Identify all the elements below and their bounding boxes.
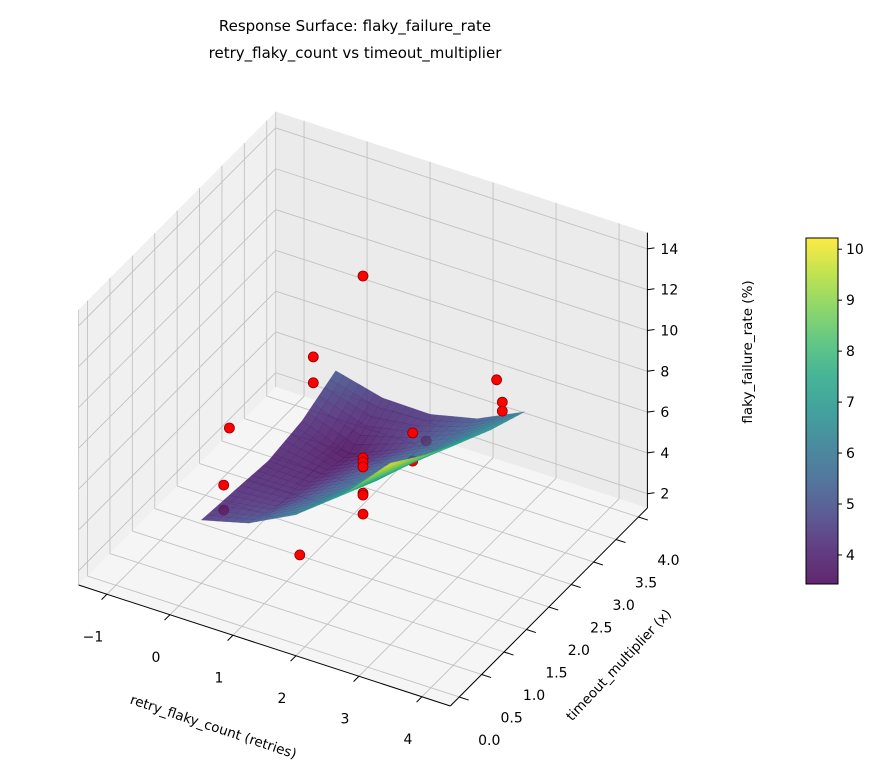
left-gridline-z: [78, 168, 277, 368]
y-tick-label: 0.5: [501, 710, 523, 726]
x-tick-label: 1: [214, 670, 223, 686]
data-point: [307, 377, 319, 389]
y-tick-label: 1.5: [545, 665, 567, 681]
chart-title-line2: retry_flaky_count vs timeout_multiplier: [209, 44, 503, 63]
left-gridline-z: [78, 127, 277, 327]
colorbar-ticks: 4 5 6 7 8 9 10: [838, 242, 864, 564]
x-tick-mark: [416, 696, 423, 703]
colorbar-tick-label: 10: [846, 242, 864, 258]
y-tick-label: 3.5: [635, 575, 657, 591]
y-tick-mark: [548, 606, 559, 611]
z-tick-label: 10: [660, 323, 678, 339]
x-axis-line: [78, 584, 451, 707]
left-gridline-z: [78, 250, 277, 449]
chart-title-line1: Response Surface: flaky_failure_rate: [219, 17, 491, 36]
data-point: [357, 461, 369, 473]
floor-gridline-y: [132, 530, 505, 653]
z-axis-ticks: 2 4 6 8 10 12 14: [647, 242, 678, 503]
floor-gridline-y: [154, 508, 527, 630]
floor-gridline-y: [87, 575, 460, 698]
colorbar-tick-label: 4: [846, 548, 855, 564]
scatter-points-above-surface: [218, 270, 508, 491]
back-gridline-z: [275, 249, 648, 372]
data-point: [407, 427, 419, 439]
left-gridline-z: [78, 372, 277, 572]
y-tick-mark: [593, 561, 604, 566]
back-gridline-z: [275, 331, 648, 454]
y-tick-mark: [638, 516, 649, 521]
response-surface: [200, 370, 525, 524]
z-tick-mark: [647, 329, 655, 331]
x-axis-label: retry_flaky_count (retries): [128, 692, 298, 763]
x-axis-ticks: −1 0 1 2 3 4: [83, 593, 423, 748]
y-axis-label: timeout_multiplier (x): [563, 606, 675, 724]
back-gridline-z: [275, 168, 648, 291]
x-tick-label: 0: [151, 650, 160, 666]
left-gridline-z: [78, 290, 277, 490]
z-tick-mark: [647, 451, 655, 454]
data-point: [307, 351, 319, 363]
z-tick-mark: [647, 410, 655, 413]
z-tick-label: 2: [660, 487, 669, 503]
x-tick-label: 3: [340, 711, 349, 727]
x-tick-mark: [227, 634, 234, 642]
z-tick-mark: [647, 369, 655, 372]
y-tick-label: 4.0: [657, 553, 679, 569]
surface-patch: [382, 461, 397, 469]
colorbar-gradient: [805, 237, 839, 585]
data-point: [223, 422, 235, 434]
x-tick-label: 2: [277, 691, 286, 707]
data-point: [491, 374, 503, 386]
x-tick-label: −1: [83, 629, 104, 645]
z-tick-mark: [647, 492, 655, 495]
data-point: [357, 270, 369, 282]
x-tick-label: 4: [403, 732, 412, 748]
z-tick-mark: [647, 247, 655, 250]
y-tick-label: 3.0: [613, 598, 635, 614]
x-tick-mark: [101, 593, 108, 601]
y-tick-label: 2.5: [590, 620, 612, 636]
colorbar-tick-label: 8: [846, 344, 855, 360]
data-point: [357, 489, 369, 501]
left-gridline-z: [78, 209, 277, 408]
y-tick-label: 0.0: [478, 733, 500, 749]
y-tick-mark: [459, 696, 469, 701]
floor-gridline-y: [109, 553, 482, 675]
data-point: [357, 508, 369, 520]
colorbar-tick-label: 7: [846, 395, 855, 411]
back-gridline-z: [275, 127, 648, 250]
y-tick-mark: [571, 583, 581, 589]
y-axis-ticks: 0.00.51.01.52.02.53.03.54.0: [459, 516, 680, 749]
z-tick-label: 14: [660, 242, 678, 258]
z-axis-label: flaky_failure_rate (%): [740, 280, 756, 423]
y-tick-mark: [526, 628, 537, 634]
z-tick-label: 8: [660, 364, 669, 380]
z-tick-label: 4: [660, 446, 669, 462]
left-gridline-z: [78, 331, 277, 531]
y-tick-label: 1.0: [523, 688, 545, 704]
colorbar: 4 5 6 7 8 9 10: [805, 237, 864, 585]
back-gridline-z: [275, 209, 648, 331]
colorbar-tick-label: 5: [846, 497, 855, 513]
y-tick-label: 2.0: [568, 643, 590, 659]
y-tick-mark: [481, 673, 492, 679]
x-tick-mark: [353, 675, 360, 683]
z-tick-label: 6: [660, 405, 669, 421]
data-point: [218, 479, 230, 491]
colorbar-tick-label: 9: [846, 293, 855, 309]
colorbar-tick-label: 6: [846, 446, 855, 462]
data-point: [496, 396, 508, 408]
x-tick-mark: [290, 655, 297, 662]
back-gridline-z: [275, 290, 648, 413]
z-tick-label: 12: [660, 283, 678, 299]
data-point: [294, 549, 306, 561]
data-point: [496, 405, 508, 417]
z-tick-mark: [647, 288, 655, 291]
y-tick-mark: [503, 651, 514, 656]
x-tick-mark: [164, 614, 171, 621]
y-tick-mark: [615, 538, 626, 544]
